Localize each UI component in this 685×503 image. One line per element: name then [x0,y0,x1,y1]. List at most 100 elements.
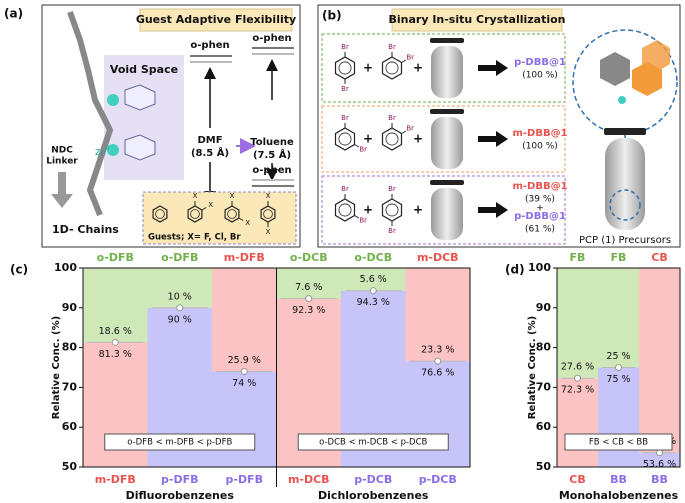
aromatic-circle [227,209,237,219]
tube [431,46,463,98]
top-category-label: o-DFB [161,251,198,264]
group-label: Dichlorobenzenes [318,489,429,502]
y-tick-label: 100 [528,261,551,274]
substituent: Br [359,217,367,225]
annotation-box [564,433,673,451]
panel-frame [317,4,681,248]
benzene-ring [224,205,240,223]
y-tick-label: 90 [62,301,78,314]
yield: (39 %) [525,195,555,205]
void-space-label: Void Space [110,63,178,76]
y-tick-label: 70 [62,380,78,393]
annotation-box [104,433,256,451]
bar-segment [212,371,277,467]
bar-segment [341,268,406,291]
boundary-marker [434,357,442,365]
x-tick-label: p-DCB [354,473,392,486]
y-axis-label: Relative Conc. (%) [51,316,62,419]
substituent: Br [388,114,396,122]
y-tick-label: 80 [62,341,78,354]
substituent: Br [341,85,349,93]
top-category-label: o-DCB [290,251,328,264]
y-tick-label: 50 [536,460,552,473]
substituent: X [208,201,213,209]
plus: + [363,61,373,75]
boundary-marker [656,449,663,457]
panel-title: Guest Adaptive Flexibility [136,13,296,26]
benzene-ring [334,127,356,151]
substituent: Br [406,54,414,62]
substituent: Br [406,125,414,133]
bar-segment [276,268,341,299]
value-label: 25.9 % [228,355,261,366]
phen-label: o-phen [252,165,291,176]
value-label: 25 % [606,351,630,362]
panel-frame [41,4,301,248]
phen-label: o-phen [190,40,229,51]
annotation: o-DFB < m-DFB < p-DFB [127,438,232,448]
value-label: 92.3 % [292,305,325,316]
x-tick-label: CB [569,473,585,486]
top-category-label: FB [570,251,586,264]
value-label: 74 % [232,378,256,389]
bar-segment [639,452,680,467]
precursors-label: PCP (1) Precursors [579,235,671,246]
tube-cap [430,38,464,43]
plus: + [413,61,423,75]
bar-segment [557,378,598,467]
value-label: 90 % [168,314,192,325]
metal-node [107,94,119,106]
substituent: Br [341,43,349,51]
panel-label: (a) [4,7,23,21]
annotation-box [297,433,449,451]
benzene-ring [187,205,203,223]
tube-cap [430,180,464,185]
top-category-label: o-DFB [97,251,134,264]
bar-segment [212,268,277,372]
aromatic-circle [190,209,200,219]
benzene-ring [381,198,403,222]
product: m-DBB@1 [512,128,567,139]
plus: + [413,203,423,217]
tube [605,138,645,230]
boundary-marker [240,367,248,375]
bar-segment [83,268,148,343]
linker-label: NDC [51,146,73,156]
x-tick-label: p-DCB [419,473,457,486]
bond [201,207,207,211]
substituent: Br [341,185,349,193]
bond [401,130,407,134]
row-box [321,33,566,103]
metal-node [618,96,626,104]
value-label: 10 % [168,291,192,302]
linker-label: Linker [46,157,78,167]
substituent: X [266,228,271,236]
panel-label: (b) [322,9,342,23]
group-label: Monohalobenzenes [559,489,679,502]
guests-label: Guests; X= F, Cl, Br [148,233,241,243]
benzene-ring [334,198,356,222]
value-label: 94.3 % [357,297,390,308]
solvent-label: Toluene [250,137,294,148]
value-label: 81.3 % [99,349,132,360]
y-axis-label: Relative Conc. (%) [527,316,538,419]
value-label: 76.6 % [421,368,454,379]
reaction-arrow [478,60,508,76]
chains-label: 1D- Chains [52,223,119,236]
title-box [139,8,293,32]
plus: + [363,203,373,217]
substituent: Br [388,227,396,235]
aromatic-circle [338,203,352,217]
bar-segment [405,268,470,362]
substituent: Br [388,43,396,51]
value-label: 5.6 % [360,274,387,285]
top-category-label: o-DCB [354,251,392,264]
substituent: Br [341,114,349,122]
benzene-ring [152,205,168,223]
value-label: 72.3 % [561,385,594,396]
reaction-arrow [478,131,508,147]
x-tick-label: p-DFB [161,473,198,486]
value-label: 23.3 % [421,345,454,356]
benzene-ring [381,56,403,80]
